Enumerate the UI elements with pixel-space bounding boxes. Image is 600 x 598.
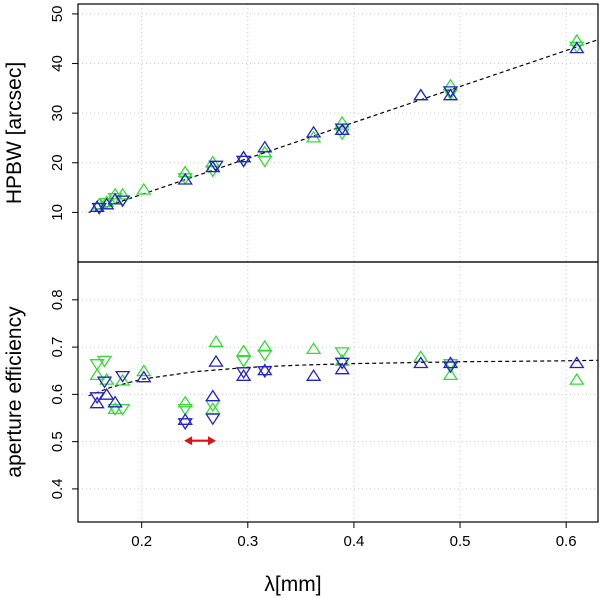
efficiency-marker-s1-2 — [107, 403, 123, 416]
efficiency-marker-s1-0 — [89, 359, 105, 372]
hpbw-marker-s1-4 — [177, 173, 193, 185]
range-arrow — [184, 436, 216, 446]
efficiency-marker-s2-11 — [413, 356, 429, 369]
hpbw-marker-s3-1 — [114, 195, 131, 208]
efficiency-marker-s1-4 — [177, 403, 193, 416]
hpbw-marker-s2-4 — [205, 160, 221, 173]
hpbw-marker-s2-6 — [257, 140, 273, 153]
efficiency-marker-s0-12 — [413, 350, 429, 363]
efficiency-y-tick-label-2: 0.6 — [49, 384, 66, 405]
efficiency-marker-s0-8 — [235, 344, 252, 357]
efficiency-marker-s2-3 — [136, 370, 152, 383]
efficiency-marker-s2-0 — [89, 396, 105, 409]
hpbw-marker-s1-7 — [257, 155, 273, 168]
efficiency-marker-s1-1 — [96, 355, 113, 368]
efficiency-marker-s2-10 — [334, 362, 350, 375]
hpbw-marker-s0-4 — [136, 182, 152, 195]
hpbw-marker-s2-10 — [442, 88, 459, 101]
efficiency-marker-s3-5 — [235, 367, 252, 379]
x-tick-label-1: 0.3 — [237, 533, 258, 550]
hpbw-marker-s2-3 — [177, 172, 193, 185]
efficiency-marker-s0-3 — [114, 373, 131, 386]
hpbw-y-tick-label-3: 40 — [49, 55, 66, 72]
x-ticks: 0.2 0.3 0.4 0.5 0.6 — [131, 522, 577, 550]
efficiency-marker-s3-4 — [205, 413, 221, 426]
range-arrow-head-right — [207, 436, 216, 446]
efficiency-marker-s3-8 — [442, 361, 459, 374]
efficiency-marker-s0-7 — [208, 334, 224, 347]
hpbw-marker-s3-3 — [235, 155, 252, 168]
efficiency-marker-s2-6 — [208, 354, 224, 367]
x-tick-label-3: 0.5 — [450, 533, 471, 550]
efficiency-y-tick-label-1: 0.5 — [49, 431, 66, 452]
hpbw-panel: 10 20 30 40 50 HPBW [arcsec] — [3, 4, 598, 262]
hpbw-markers — [89, 33, 585, 215]
hpbw-y-tick-label-4: 50 — [49, 6, 66, 23]
efficiency-marker-s2-5 — [205, 389, 221, 402]
efficiency-marker-s3-7 — [334, 357, 350, 370]
efficiency-y-tick-label-4: 0.8 — [49, 289, 66, 310]
efficiency-marker-s0-6 — [205, 402, 221, 415]
hpbw-marker-s2-11 — [569, 41, 585, 54]
hpbw-marker-s3-4 — [334, 123, 350, 136]
efficiency-marker-s0-14 — [569, 372, 585, 385]
x-tick-label-4: 0.6 — [556, 533, 577, 550]
efficiency-marker-s0-10 — [305, 342, 322, 355]
efficiency-marker-s0-11 — [334, 353, 350, 366]
efficiency-y-axis-title: aperture efficiency — [3, 306, 26, 478]
x-tick-label-0: 0.2 — [131, 533, 152, 550]
hpbw-y-ticks: 10 20 30 40 50 — [49, 6, 78, 221]
hpbw-marker-s0-5 — [177, 165, 193, 178]
efficiency-marker-s0-4 — [136, 364, 152, 377]
hpbw-grid — [78, 4, 598, 262]
efficiency-fit-line — [88, 359, 598, 397]
efficiency-marker-s1-7 — [257, 349, 273, 362]
efficiency-y-tick-label-0: 0.4 — [49, 478, 66, 499]
hpbw-marker-s2-9 — [413, 88, 429, 101]
efficiency-marker-s0-9 — [257, 339, 273, 352]
hpbw-y-axis-title: HPBW [arcsec] — [3, 62, 26, 204]
efficiency-y-ticks: 0.4 0.5 0.6 0.7 0.8 — [49, 289, 78, 499]
hpbw-y-tick-label-1: 20 — [49, 154, 66, 171]
efficiency-marker-s3-3 — [177, 418, 193, 431]
hpbw-marker-s1-10 — [569, 41, 585, 54]
x-tick-label-2: 0.4 — [343, 533, 364, 550]
range-arrow-head-left — [184, 436, 193, 446]
efficiency-marker-s0-0 — [89, 368, 105, 381]
efficiency-y-tick-label-3: 0.7 — [49, 337, 66, 358]
efficiency-marker-s2-7 — [235, 368, 252, 381]
hpbw-marker-s0-11 — [413, 88, 429, 101]
hpbw-y-tick-label-0: 10 — [49, 204, 66, 221]
efficiency-marker-s1-9 — [442, 359, 459, 372]
efficiency-marker-s0-5 — [177, 395, 193, 408]
efficiency-marker-s2-2 — [107, 395, 123, 408]
efficiency-plot-frame — [77, 261, 599, 523]
efficiency-marker-s2-13 — [569, 356, 585, 369]
efficiency-marker-s3-2 — [114, 370, 131, 383]
efficiency-panel: 0.4 0.5 0.6 0.7 0.8 aperture efficiency — [3, 262, 598, 522]
efficiency-marker-s3-6 — [257, 366, 273, 379]
hpbw-y-tick-label-2: 30 — [49, 105, 66, 122]
efficiency-grid — [78, 262, 598, 522]
efficiency-marker-s2-9 — [305, 368, 322, 381]
hpbw-marker-s3-2 — [208, 160, 224, 173]
x-axis-title: λ[mm] — [264, 573, 321, 596]
efficiency-markers — [89, 334, 585, 431]
hpbw-marker-s2-7 — [305, 125, 322, 138]
hpbw-marker-s0-13 — [569, 33, 585, 46]
efficiency-marker-s3-1 — [96, 376, 113, 389]
efficiency-marker-s1-8 — [334, 347, 350, 360]
efficiency-marker-s2-8 — [257, 363, 273, 376]
hpbw-marker-s3-5 — [442, 86, 459, 99]
hpbw-marker-s0-10 — [334, 115, 350, 128]
efficiency-marker-s0-13 — [442, 368, 459, 381]
efficiency-marker-s1-6 — [235, 355, 252, 368]
hpbw-marker-s3-0 — [91, 202, 107, 215]
efficiency-marker-s1-3 — [114, 403, 131, 416]
efficiency-marker-s3-0 — [89, 392, 105, 405]
